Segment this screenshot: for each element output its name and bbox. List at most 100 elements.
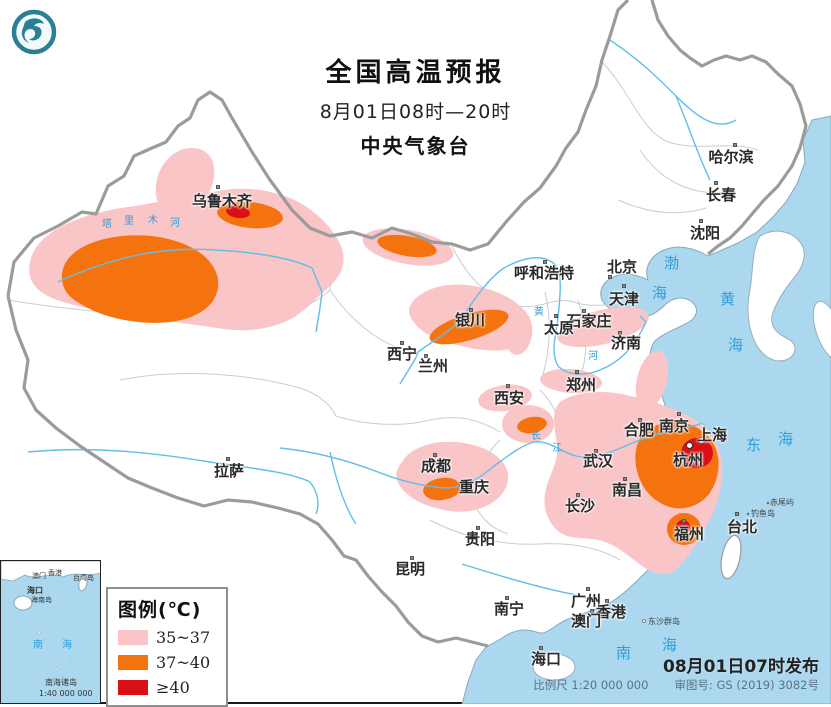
city-label: 武汉 bbox=[582, 452, 614, 470]
city-label: 长春 bbox=[705, 186, 737, 204]
city-dot bbox=[622, 284, 626, 288]
legend-box: 图例(℃) 35~37 37~40 ≥40 bbox=[106, 587, 228, 707]
city-dot bbox=[685, 441, 693, 449]
city-label: 西安 bbox=[493, 389, 525, 407]
city-dot bbox=[618, 331, 622, 335]
city-label: 重庆 bbox=[458, 478, 490, 496]
city-label: 海口 bbox=[530, 650, 562, 668]
legend-row: 35~37 bbox=[118, 628, 218, 647]
city-dot bbox=[733, 143, 737, 147]
province-borders bbox=[7, 59, 759, 561]
island-name-label: 赤尾屿 bbox=[770, 498, 794, 507]
sea-name-label: 海 bbox=[662, 636, 678, 654]
river-name-label: 塔 bbox=[102, 219, 112, 230]
sea-name-label: 海 bbox=[778, 430, 794, 448]
city-label: 台北 bbox=[726, 518, 758, 536]
city-label: 南京 bbox=[658, 417, 690, 435]
city-dot bbox=[459, 483, 463, 487]
city-dot bbox=[216, 185, 220, 189]
city-label: 澳门 bbox=[570, 612, 602, 630]
legend-swatch-red bbox=[118, 680, 148, 695]
south-china-sea-inset: 澳门 香港 台湾岛 海口 海南岛 南 海 南海诸岛 1:40 000 000 bbox=[0, 560, 101, 704]
legend-label: ≥40 bbox=[156, 678, 190, 697]
legend-row: ≥40 bbox=[118, 678, 218, 697]
city-label: 呼和浩特 bbox=[513, 264, 575, 282]
city-dot bbox=[677, 412, 681, 416]
inset-taiwan-label: 台湾岛 bbox=[73, 574, 94, 582]
dongsha-island-dot bbox=[642, 619, 646, 623]
city-dot bbox=[682, 519, 686, 523]
city-dot bbox=[582, 309, 586, 313]
city-label: 天津 bbox=[608, 290, 640, 308]
city-dot bbox=[697, 436, 705, 444]
sea-name-label: 海 bbox=[652, 284, 668, 302]
city-label: 哈尔滨 bbox=[708, 148, 754, 166]
city-label: 成都 bbox=[420, 457, 452, 475]
issue-time: 08月01日07时发布 bbox=[663, 656, 819, 677]
city-label: 郑州 bbox=[565, 376, 597, 394]
city-dot bbox=[410, 556, 414, 560]
city-label: 昆明 bbox=[394, 560, 426, 578]
river-name-label: 里 bbox=[124, 216, 134, 227]
city-dot bbox=[226, 457, 230, 461]
city-dot bbox=[505, 596, 509, 600]
river-name-label: 江 bbox=[552, 443, 562, 454]
city-dot bbox=[605, 599, 609, 603]
chiwei-island-dot bbox=[766, 501, 770, 505]
city-label: 济南 bbox=[610, 334, 642, 352]
city-label: 合肥 bbox=[623, 421, 655, 439]
sea-name-label: 黄 bbox=[720, 290, 736, 308]
city-dot bbox=[469, 308, 473, 312]
river-name-label: 长 bbox=[531, 431, 541, 442]
inset-islands-label: 南海诸岛 bbox=[45, 678, 77, 687]
national-border bbox=[6, 0, 808, 648]
city-label: 广州 bbox=[570, 592, 602, 610]
city-label: 长沙 bbox=[564, 497, 596, 515]
city-dot bbox=[594, 449, 598, 453]
city-dot bbox=[576, 493, 580, 497]
city-label: 拉萨 bbox=[213, 462, 245, 480]
inset-scale-label: 1:40 000 000 bbox=[39, 689, 93, 698]
cma-logo-icon bbox=[11, 9, 57, 55]
legend-label: 35~37 bbox=[156, 628, 211, 647]
inset-macau-label: 澳门 bbox=[32, 572, 46, 580]
sea-name-label: 渤 bbox=[664, 254, 680, 272]
city-label: 南宁 bbox=[493, 600, 525, 618]
diaoyu-island-dot bbox=[746, 512, 750, 516]
inset-sea-label: 南 海 bbox=[33, 640, 81, 651]
city-label: 福州 bbox=[673, 525, 705, 543]
japan-island bbox=[812, 300, 831, 360]
city-label: 兰州 bbox=[417, 357, 449, 375]
city-dot bbox=[424, 354, 428, 358]
heat-pink-regions bbox=[29, 147, 723, 574]
city-label: 南昌 bbox=[611, 481, 643, 499]
city-label: 西宁 bbox=[386, 345, 418, 363]
island-name-label: 钓鱼岛 bbox=[751, 509, 775, 518]
city-dot bbox=[638, 418, 642, 422]
rivers bbox=[27, 39, 737, 601]
city-dot bbox=[714, 181, 718, 185]
sea-name-label: 东 bbox=[746, 436, 762, 454]
city-dot bbox=[586, 587, 590, 591]
city-label: 杭州 bbox=[672, 451, 704, 469]
city-label: 银川 bbox=[454, 311, 486, 329]
approval-number: 审图号: GS (2019) 3082号 bbox=[674, 678, 819, 693]
city-dot bbox=[554, 314, 558, 318]
inset-hongkong-label: 香港 bbox=[48, 569, 62, 577]
city-dot bbox=[735, 512, 739, 516]
river-name-label: 木 bbox=[148, 215, 158, 226]
river-name-label: 河 bbox=[588, 351, 598, 362]
scale-and-approval: 比例尺 1:20 000 000 审图号: GS (2019) 3082号 bbox=[533, 678, 819, 694]
city-dot bbox=[506, 384, 510, 388]
taiwan-island bbox=[720, 534, 742, 580]
map-scale: 比例尺 1:20 000 000 bbox=[533, 678, 649, 693]
inset-haikou-label: 海口 bbox=[27, 586, 43, 595]
city-dot bbox=[539, 646, 543, 650]
city-label: 沈阳 bbox=[689, 224, 721, 242]
river-name-label: 河 bbox=[170, 218, 180, 229]
city-label: 北京 bbox=[606, 258, 638, 276]
city-dot bbox=[543, 260, 547, 264]
city-label: 上海 bbox=[696, 426, 728, 444]
